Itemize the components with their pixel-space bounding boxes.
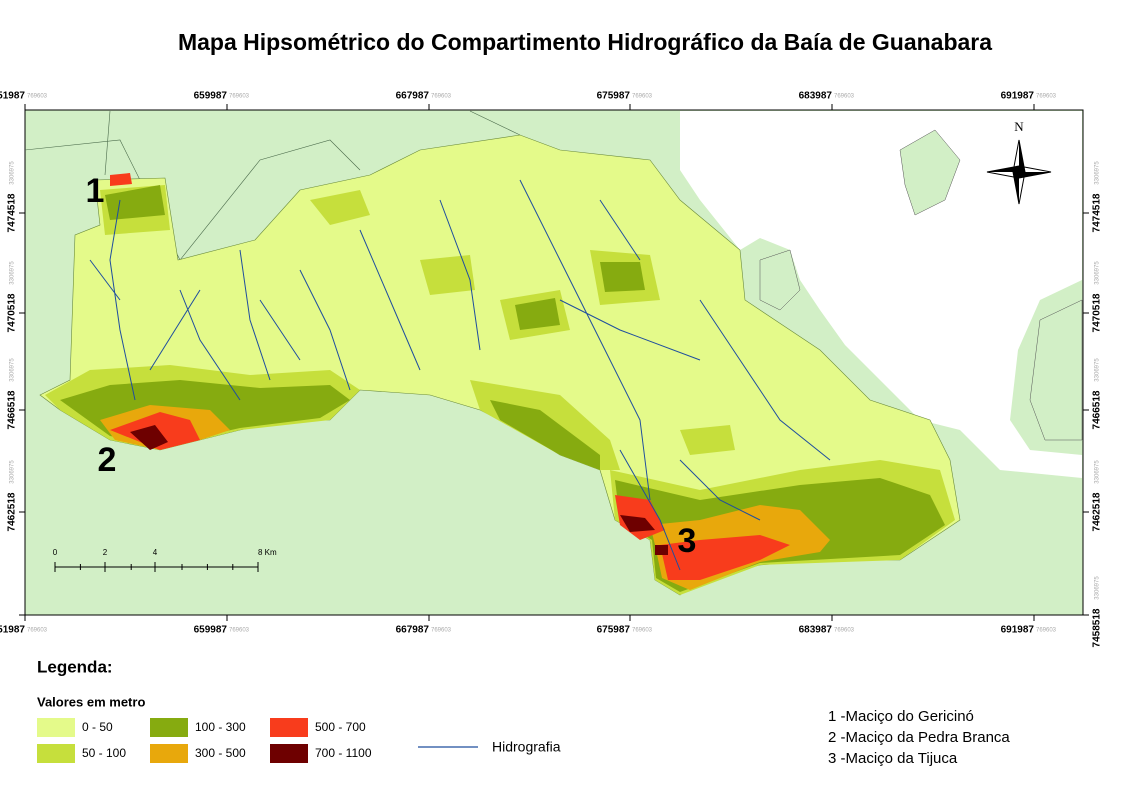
legend-label: 700 - 1100 bbox=[315, 746, 372, 760]
x-coordinate-sub: 769603 bbox=[431, 94, 452, 100]
y-coordinate-sub: 3306975 bbox=[10, 261, 16, 285]
x-coordinate-sub: 769603 bbox=[229, 628, 250, 634]
massif-marker: 2 bbox=[98, 441, 117, 479]
legend-swatch bbox=[150, 718, 188, 737]
y-coordinate-sub: 3306975 bbox=[1095, 576, 1101, 600]
x-coordinate: 691987 bbox=[1001, 625, 1035, 636]
municipal-border bbox=[24, 110, 521, 261]
y-coordinate: 7466518 bbox=[1092, 390, 1103, 429]
hydrography-label: Hidrografia bbox=[492, 739, 561, 755]
north-arrow: N bbox=[986, 119, 1052, 205]
y-coordinate-sub: 3306975 bbox=[10, 358, 16, 382]
x-coordinate: 659987 bbox=[194, 625, 228, 636]
legend-label: 0 - 50 bbox=[82, 720, 113, 734]
y-coordinate-sub: 3306975 bbox=[1095, 161, 1101, 185]
legend-swatch bbox=[270, 718, 308, 737]
x-coordinate: 683987 bbox=[799, 91, 833, 102]
x-coordinate-sub: 769603 bbox=[27, 628, 48, 634]
x-coordinate-sub: 769603 bbox=[834, 94, 855, 100]
note: 2 -Maciço da Pedra Branca bbox=[828, 729, 1010, 746]
legend-label: 500 - 700 bbox=[315, 720, 366, 734]
legend-label: 50 - 100 bbox=[82, 746, 126, 760]
y-coordinate-sub: 3306975 bbox=[1095, 358, 1101, 382]
x-coordinate-sub: 769603 bbox=[229, 94, 250, 100]
legend-swatch bbox=[37, 744, 75, 763]
legend-swatch bbox=[270, 744, 308, 763]
elevation-50-100 bbox=[45, 185, 955, 595]
note: 3 -Maciço da Tijuca bbox=[828, 750, 958, 767]
y-coordinate-sub: 3306975 bbox=[1095, 261, 1101, 285]
x-coordinate-sub: 769603 bbox=[632, 628, 653, 634]
y-coordinate: 7466518 bbox=[7, 390, 18, 429]
y-coordinate-sub: 3306975 bbox=[1095, 460, 1101, 484]
elevation-100-300 bbox=[60, 185, 945, 592]
x-coordinate: 691987 bbox=[1001, 91, 1035, 102]
y-coordinate: 7462518 bbox=[7, 492, 18, 531]
scale-label: 2 bbox=[103, 548, 108, 557]
legend-subtitle: Valores em metro bbox=[37, 694, 145, 709]
x-coordinate-sub: 769603 bbox=[1036, 628, 1057, 634]
y-coordinate: 7458518 bbox=[1092, 608, 1103, 647]
legend-label: 300 - 500 bbox=[195, 746, 246, 760]
scale-label: 0 bbox=[53, 548, 58, 557]
y-coordinate: 7474518 bbox=[7, 193, 18, 232]
legend-swatch bbox=[150, 744, 188, 763]
x-coordinate: 675987 bbox=[597, 625, 631, 636]
map-title: Mapa Hipsométrico do Compartimento Hidro… bbox=[178, 29, 992, 55]
north-label: N bbox=[1014, 119, 1024, 134]
x-coordinate: 675987 bbox=[597, 91, 631, 102]
y-coordinate: 7462518 bbox=[1092, 492, 1103, 531]
legend-label: 100 - 300 bbox=[195, 720, 246, 734]
scale-bar: 0 2 4 8 Km bbox=[53, 548, 277, 572]
x-coordinate-sub: 769603 bbox=[431, 628, 452, 634]
bay-water bbox=[680, 111, 1082, 478]
massif-marker: 1 bbox=[86, 172, 105, 210]
legend-title: Legenda: bbox=[37, 657, 113, 676]
x-coordinate: 667987 bbox=[396, 91, 430, 102]
x-coordinate-sub: 769603 bbox=[632, 94, 653, 100]
scale-label: 8 Km bbox=[258, 548, 277, 557]
x-coordinate-sub: 769603 bbox=[1036, 94, 1057, 100]
elevation-500-700 bbox=[110, 173, 790, 580]
x-coordinate: 667987 bbox=[396, 625, 430, 636]
x-coordinate-sub: 769603 bbox=[834, 628, 855, 634]
massif-marker: 3 bbox=[678, 522, 697, 560]
x-coordinate: 651987 bbox=[0, 91, 25, 102]
y-coordinate: 7474518 bbox=[1092, 193, 1103, 232]
hydrography bbox=[89, 179, 831, 571]
legend-swatch bbox=[37, 718, 75, 737]
scale-label: 4 bbox=[153, 548, 158, 557]
x-coordinate: 683987 bbox=[799, 625, 833, 636]
y-coordinate-sub: 3306975 bbox=[10, 460, 16, 484]
note: 1 -Maciço do Gericinó bbox=[828, 708, 974, 725]
y-coordinate-sub: 3306975 bbox=[10, 161, 16, 185]
x-coordinate: 651987 bbox=[0, 625, 25, 636]
island bbox=[759, 129, 1083, 441]
map-frame bbox=[24, 109, 1084, 616]
y-coordinate: 7470518 bbox=[7, 293, 18, 332]
x-coordinate-sub: 769603 bbox=[27, 94, 48, 100]
y-coordinate: 7470518 bbox=[1092, 293, 1103, 332]
x-coordinate: 659987 bbox=[194, 91, 228, 102]
